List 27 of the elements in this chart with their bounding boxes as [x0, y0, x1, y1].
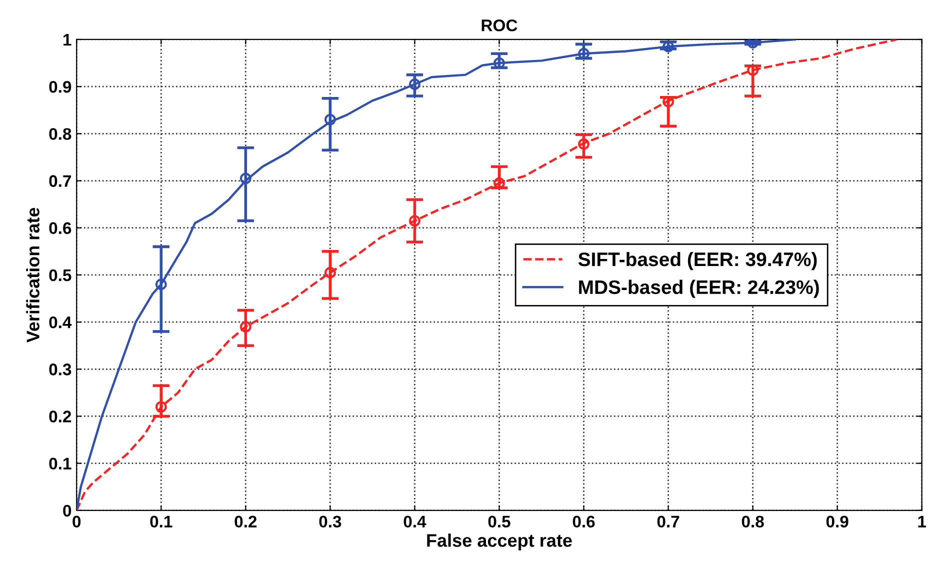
y-tick-label: 0.7: [49, 175, 71, 187]
y-tick-label: 0.1: [49, 458, 72, 470]
x-tick-label: 0.3: [319, 516, 342, 528]
y-axis-title: Verification rate: [26, 208, 40, 343]
y-tick-label: 0: [63, 504, 72, 517]
y-tick-label: 0.5: [49, 269, 72, 282]
x-tick-label: 0.6: [572, 516, 595, 528]
x-tick-label: 0.8: [742, 516, 764, 528]
y-tick-label: 0.3: [49, 364, 72, 376]
x-tick-label: 1: [918, 516, 926, 528]
x-tick-label: 0.9: [826, 516, 848, 528]
y-tick-label: 0.9: [49, 80, 72, 93]
y-tick-label: 0.6: [49, 222, 72, 234]
chart-title: ROC: [482, 20, 518, 32]
legend-label: MDS-based (EER: 24.23%): [579, 280, 819, 298]
x-tick-label: 0.5: [488, 516, 510, 528]
x-tick-label: 0.7: [657, 516, 680, 528]
x-axis-title: False accept rate: [427, 534, 572, 550]
x-tick-label: 0.1: [150, 516, 172, 528]
y-tick-label: 0.8: [49, 128, 72, 140]
x-tick-label: 0: [72, 516, 81, 528]
y-tick-label: 1: [64, 34, 72, 46]
y-tick-label: 0.4: [49, 316, 72, 328]
legend-label: SIFT-based (EER: 39.47%): [578, 252, 817, 270]
x-tick-label: 0.2: [234, 516, 257, 528]
x-tick-label: 0.4: [404, 516, 426, 528]
y-tick-label: 0.2: [49, 410, 72, 422]
